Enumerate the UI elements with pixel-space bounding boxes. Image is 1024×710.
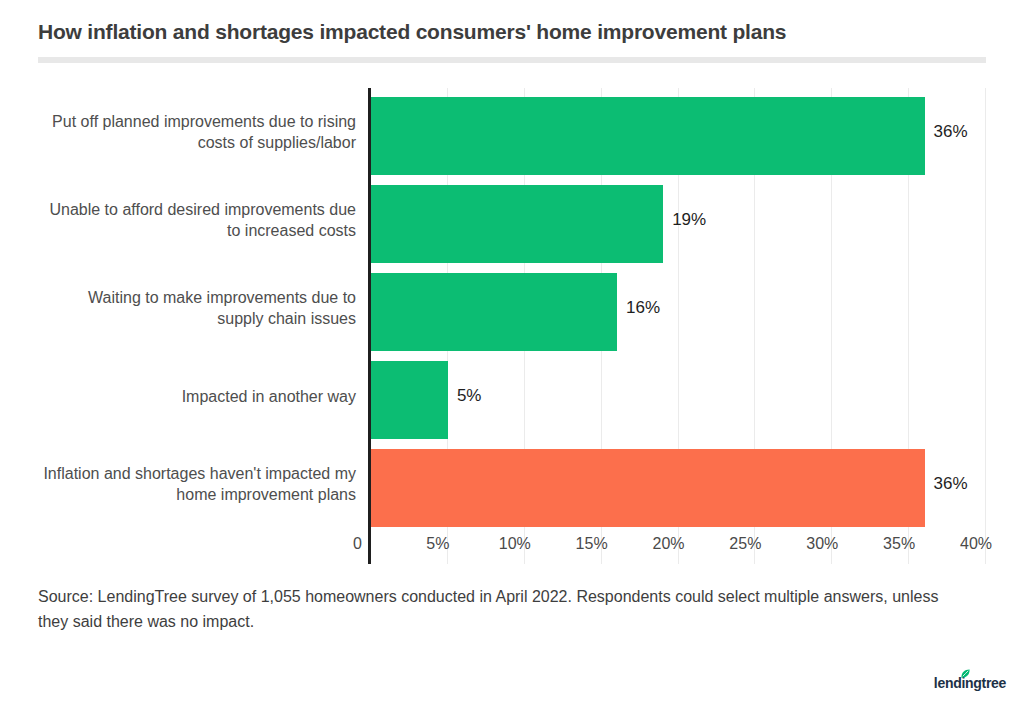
category-label: Put off planned improvements due to risi… [38, 88, 368, 176]
chart-row: Waiting to make improvements due to supp… [38, 264, 986, 352]
page-title: How inflation and shortages impacted con… [38, 20, 998, 44]
bar-zone: 19% [371, 176, 986, 264]
bar-zone: 36% [371, 88, 986, 176]
lendingtree-logo: lendingtree [934, 674, 1006, 692]
leaf-icon [960, 668, 971, 679]
category-label: Impacted in another way [38, 352, 368, 440]
lendingtree-wordmark: lendingtree [934, 675, 1006, 691]
x-tick-label: 30% [806, 535, 838, 553]
bar-zone: 16% [371, 264, 986, 352]
x-tick-label: 15% [576, 535, 608, 553]
title-divider [38, 57, 986, 63]
infographic-page: How inflation and shortages impacted con… [0, 0, 1024, 710]
x-tick-label: 20% [652, 535, 684, 553]
chart-row: Unable to afford desired improvements du… [38, 176, 986, 264]
x-tick-label: 0 [353, 535, 362, 553]
x-tick-label: 10% [499, 535, 531, 553]
value-label: 36% [934, 122, 968, 142]
bar-zone: 36% [371, 440, 986, 528]
value-label: 19% [672, 210, 706, 230]
chart-row: Impacted in another way 5% [38, 352, 986, 440]
bar-rows: Put off planned improvements due to risi… [38, 88, 986, 528]
horizontal-bar-chart: Put off planned improvements due to risi… [38, 88, 986, 564]
value-label: 5% [457, 386, 482, 406]
bar [371, 185, 663, 263]
bar [371, 361, 448, 439]
bar [371, 97, 925, 175]
x-tick-label: 5% [426, 535, 449, 553]
bar-zone: 5% [371, 352, 986, 440]
value-label: 36% [934, 474, 968, 494]
category-label: Inflation and shortages haven't impacted… [38, 440, 368, 528]
value-label: 16% [626, 298, 660, 318]
x-tick-label: 40% [960, 535, 992, 553]
bar [371, 449, 925, 527]
source-note: Source: LendingTree survey of 1,055 home… [38, 584, 996, 634]
bar [371, 273, 617, 351]
x-axis-tick-labels: 05%10%15%20%25%30%35%40% [38, 528, 986, 564]
category-label: Waiting to make improvements due to supp… [38, 264, 368, 352]
x-tick-label: 35% [883, 535, 915, 553]
chart-row: Put off planned improvements due to risi… [38, 88, 986, 176]
chart-row: Inflation and shortages haven't impacted… [38, 440, 986, 528]
category-label: Unable to afford desired improvements du… [38, 176, 368, 264]
x-tick-label: 25% [729, 535, 761, 553]
